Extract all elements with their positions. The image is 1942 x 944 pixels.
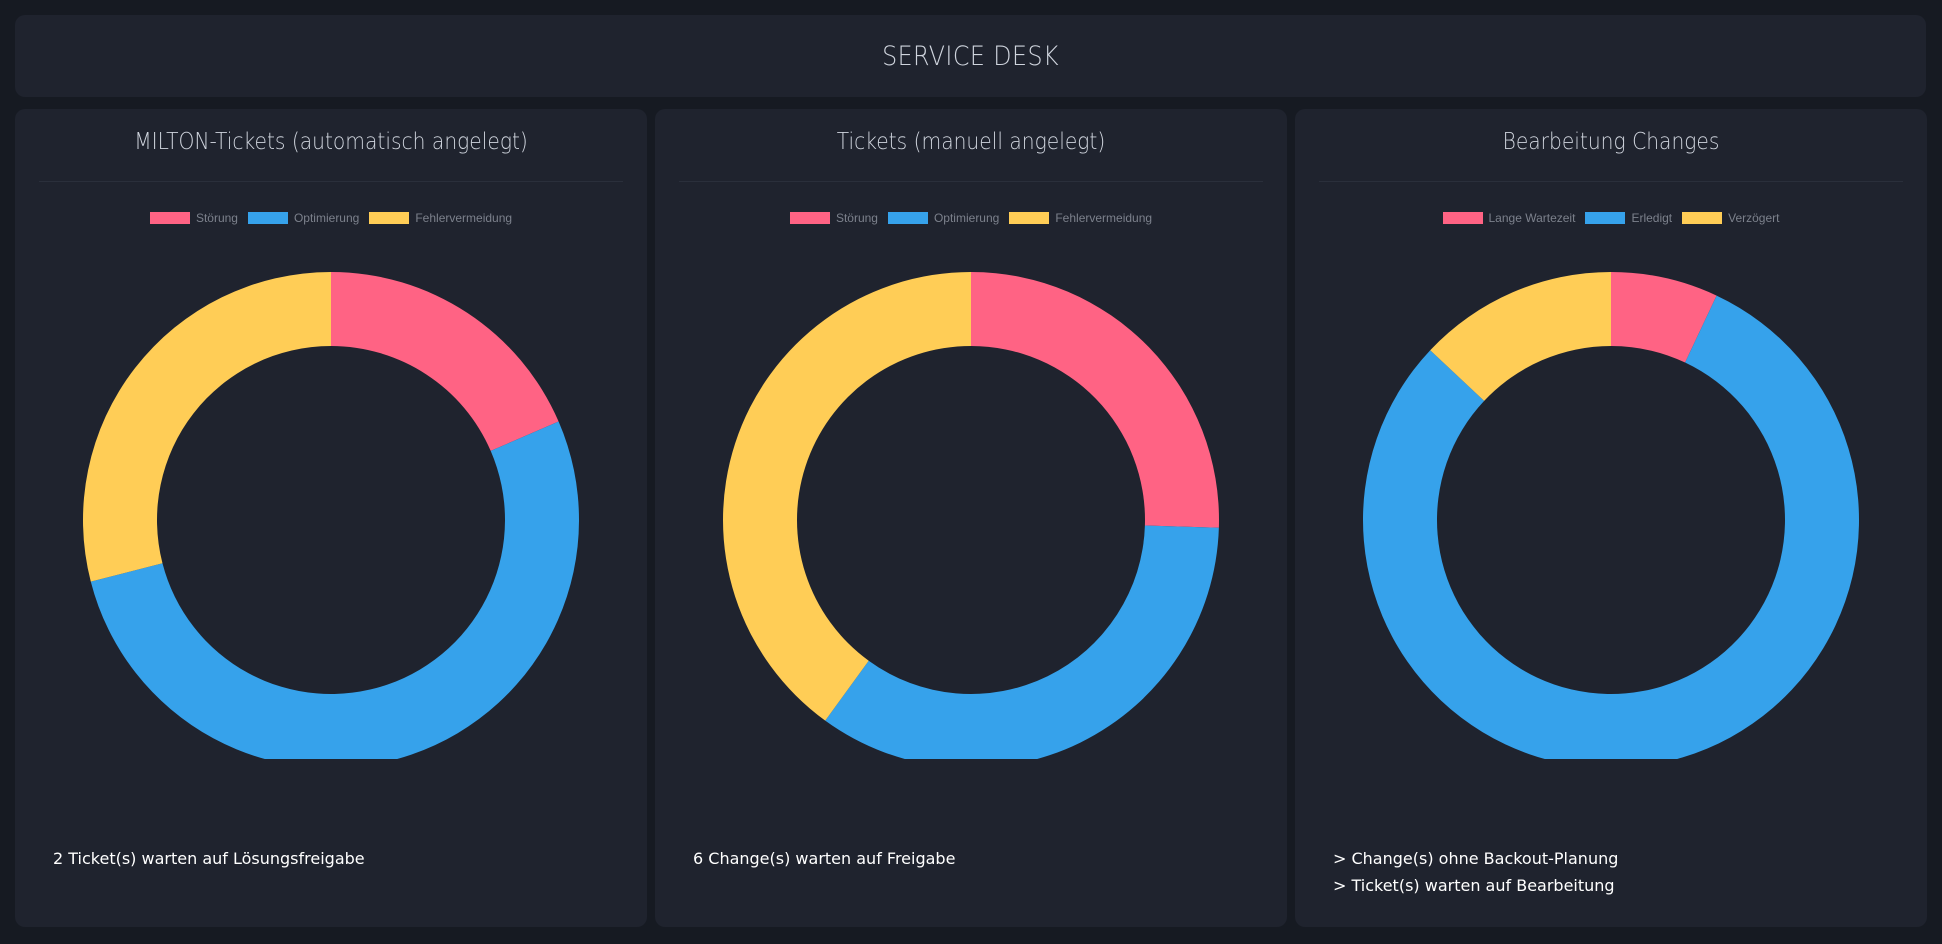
legend-label: Optimierung bbox=[293, 211, 360, 225]
donut-slice-verz-gert[interactable] bbox=[1430, 272, 1611, 401]
legend-swatch bbox=[369, 212, 410, 224]
legend-item-lange-wartezeit[interactable]: Lange Wartezeit bbox=[1442, 211, 1576, 225]
legend-item-fehlervermeidung[interactable]: Fehlervermeidung bbox=[369, 211, 512, 225]
legend-label: Fehlervermeidung bbox=[1055, 211, 1153, 225]
panel-changes: Bearbeitung Changes Lange Wartezeit Erle… bbox=[1295, 109, 1927, 927]
header-bar: SERVICE DESK bbox=[15, 15, 1926, 97]
donut-slice-optimierung[interactable] bbox=[90, 421, 579, 759]
donut-slice-fehlervermeidung[interactable] bbox=[723, 272, 971, 721]
chart-legend: Störung Optimierung Fehlervermeidung bbox=[655, 211, 1287, 225]
legend-item-fehlervermeidung[interactable]: Fehlervermeidung bbox=[1009, 211, 1152, 225]
legend-label: Störung bbox=[835, 211, 878, 225]
donut-slice-lange-wartezeit[interactable] bbox=[1611, 272, 1717, 363]
legend-label: Fehlervermeidung bbox=[415, 211, 513, 225]
donut-chart bbox=[83, 272, 579, 759]
legend-label: Lange Wartezeit bbox=[1488, 211, 1576, 225]
legend-item-stoerung[interactable]: Störung bbox=[149, 211, 238, 225]
chart-legend: Lange Wartezeit Erledigt Verzögert bbox=[1295, 211, 1927, 225]
legend-label: Optimierung bbox=[933, 211, 1000, 225]
legend-swatch bbox=[149, 212, 190, 224]
donut-slice-st-rung[interactable] bbox=[331, 272, 559, 451]
donut-slice-erledigt[interactable] bbox=[1363, 295, 1859, 759]
legend-swatch bbox=[1009, 212, 1050, 224]
legend-item-optimierung[interactable]: Optimierung bbox=[247, 211, 360, 225]
donut-chart bbox=[1363, 272, 1859, 759]
divider bbox=[39, 181, 623, 182]
legend-swatch bbox=[1442, 212, 1483, 224]
legend-swatch bbox=[1585, 212, 1626, 224]
legend-item-verzoegert[interactable]: Verzögert bbox=[1682, 211, 1780, 225]
legend-swatch bbox=[247, 212, 288, 224]
note-line: > Change(s) ohne Backout-Planung bbox=[1333, 849, 1619, 868]
legend-label: Verzögert bbox=[1728, 211, 1780, 225]
legend-item-erledigt[interactable]: Erledigt bbox=[1585, 211, 1672, 225]
panel-title: Tickets (manuell angelegt) bbox=[836, 129, 1106, 155]
panel-title: Bearbeitung Changes bbox=[1502, 129, 1720, 155]
divider bbox=[1319, 181, 1903, 182]
legend-item-optimierung[interactable]: Optimierung bbox=[887, 211, 1000, 225]
panel-title: MILTON-Tickets (automatisch angelegt) bbox=[134, 129, 528, 155]
note-line: > Ticket(s) warten auf Bearbeitung bbox=[1333, 876, 1615, 895]
donut-slice-fehlervermeidung[interactable] bbox=[83, 272, 332, 582]
notes: 6 Change(s) warten auf Freigabe bbox=[693, 845, 955, 872]
panel-manual-tickets: Tickets (manuell angelegt) Störung Optim… bbox=[655, 109, 1287, 927]
chart-legend: Störung Optimierung Fehlervermeidung bbox=[15, 211, 647, 225]
divider bbox=[679, 181, 1263, 182]
donut-slice-optimierung[interactable] bbox=[825, 525, 1219, 759]
legend-swatch bbox=[789, 212, 830, 224]
notes: 2 Ticket(s) warten auf Lösungsfreigabe bbox=[53, 845, 365, 872]
note-line: 6 Change(s) warten auf Freigabe bbox=[693, 849, 956, 868]
legend-item-stoerung[interactable]: Störung bbox=[789, 211, 878, 225]
panel-milton-tickets: MILTON-Tickets (automatisch angelegt) St… bbox=[15, 109, 647, 927]
note-line: 2 Ticket(s) warten auf Lösungsfreigabe bbox=[53, 849, 365, 868]
donut-chart bbox=[723, 272, 1219, 759]
legend-label: Störung bbox=[195, 211, 238, 225]
legend-swatch bbox=[1682, 212, 1723, 224]
page-title: SERVICE DESK bbox=[882, 40, 1059, 72]
legend-label: Erledigt bbox=[1631, 211, 1673, 225]
notes: > Change(s) ohne Backout-Planung > Ticke… bbox=[1333, 845, 1618, 899]
legend-swatch bbox=[887, 212, 928, 224]
donut-slice-st-rung[interactable] bbox=[971, 272, 1219, 528]
